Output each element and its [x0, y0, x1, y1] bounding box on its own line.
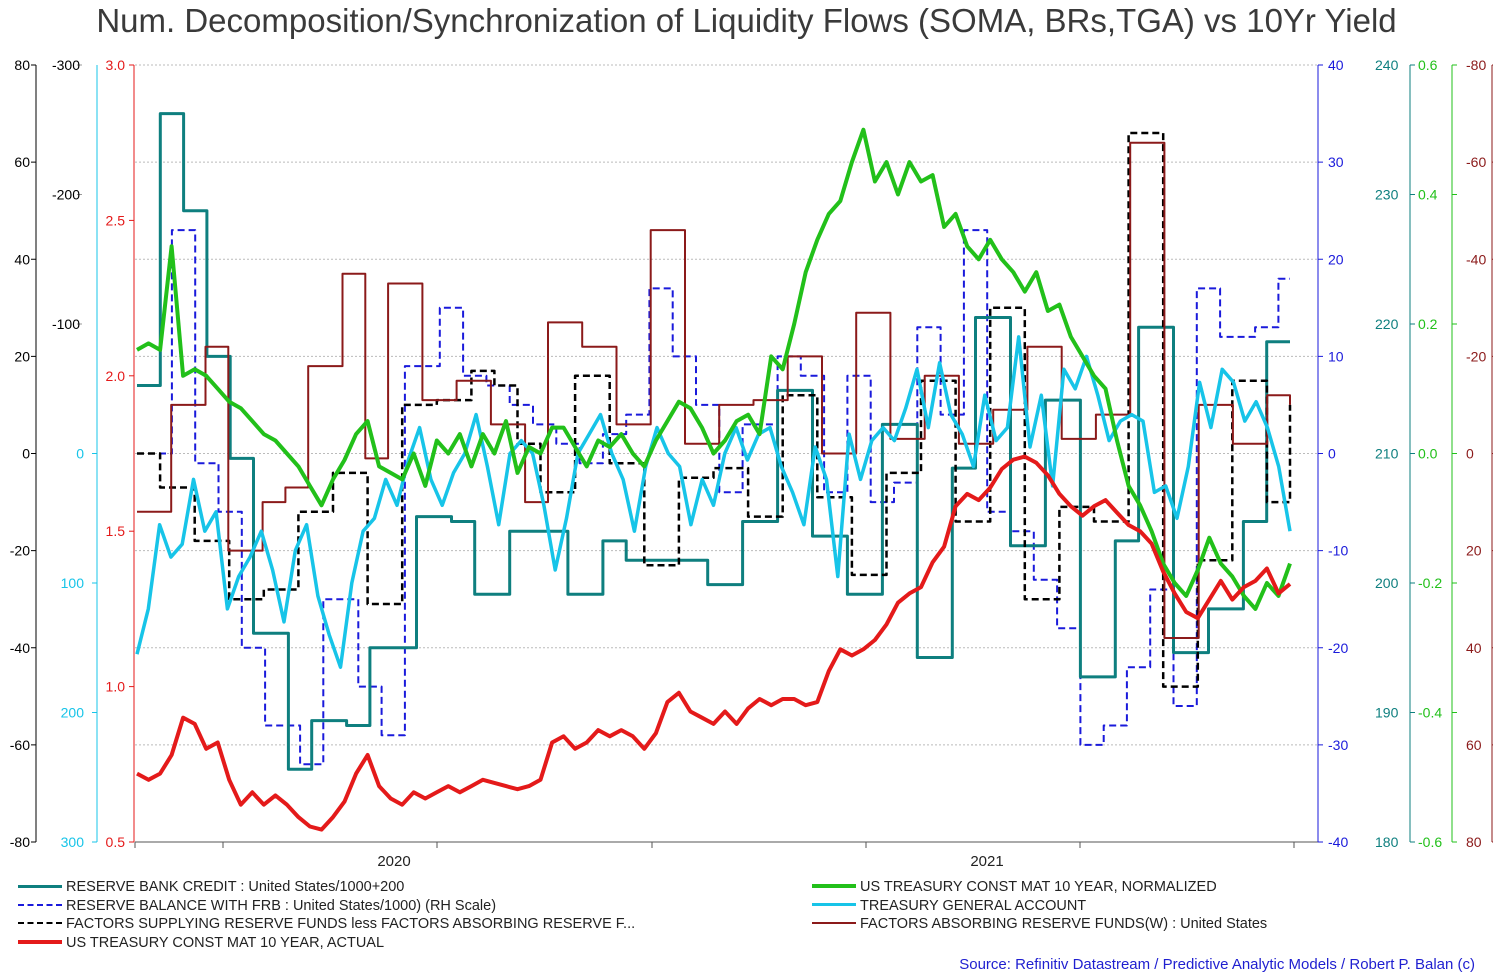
ax_gray-tick-label: -200 — [52, 187, 80, 203]
ax_maroon-tick-label: -40 — [1466, 251, 1486, 267]
legend-item: US TREASURY CONST MAT 10 YEAR, NORMALIZE… — [812, 878, 1217, 896]
ax_black-tick-label: -40 — [10, 640, 30, 656]
ax_blue-tick-label: -30 — [1328, 737, 1348, 753]
legend-swatch — [812, 884, 856, 889]
ax_gray-tick-label: -300 — [52, 57, 80, 73]
ax_blue-tick-label: 0 — [1328, 446, 1336, 462]
legend-label: US TREASURY CONST MAT 10 YEAR, NORMALIZE… — [860, 879, 1217, 895]
ax_teal-tick-label: 220 — [1375, 316, 1399, 332]
ax_red-tick-label: 3.0 — [106, 57, 126, 73]
x-tick-label: 2020 — [377, 853, 410, 870]
ax_teal-tick-label: 240 — [1375, 57, 1399, 73]
ax_green-tick-label: -0.4 — [1418, 705, 1442, 721]
ax_cyan-tick-label: 200 — [61, 705, 85, 721]
legend-label: RESERVE BANK CREDIT : United States/1000… — [66, 879, 405, 895]
ax_red-tick-label: 0.5 — [106, 834, 126, 850]
legend-item: RESERVE BANK CREDIT : United States/1000… — [18, 878, 404, 896]
ax_blue-tick-label: 30 — [1328, 154, 1344, 170]
legend-swatch — [18, 884, 62, 888]
legend-label: FACTORS ABSORBING RESERVE FUNDS(W) : Uni… — [860, 916, 1268, 932]
legend-swatch — [18, 903, 62, 906]
ax_green-tick-label: 0.2 — [1418, 316, 1438, 332]
ax_green-tick-label: 0.6 — [1418, 57, 1438, 73]
series-line-6 — [137, 141, 1291, 639]
ax_maroon-tick-label: 20 — [1466, 543, 1482, 559]
chart-title: Num. Decomposition/Synchronization of Li… — [96, 2, 1397, 39]
ax_gray-tick-label: -100 — [52, 316, 80, 332]
ax_green-tick-label: -0.2 — [1418, 575, 1442, 591]
ax_maroon-tick-label: -20 — [1466, 348, 1486, 364]
ax_black-tick-label: -60 — [10, 737, 30, 753]
ax_blue-tick-label: 20 — [1328, 251, 1344, 267]
ax_maroon-tick-label: 80 — [1466, 834, 1482, 850]
series-line-4 — [136, 127, 1292, 611]
legend-item: FACTORS SUPPLYING RESERVE FUNDS less FAC… — [18, 915, 635, 933]
ax_black-tick-label: 40 — [14, 251, 30, 267]
ax_cyan-tick-label: 300 — [61, 834, 85, 850]
ax_teal-tick-label: 190 — [1375, 705, 1399, 721]
ax_black-tick-label: 0 — [22, 446, 30, 462]
ax_blue-tick-label: -20 — [1328, 640, 1348, 656]
ax_teal-tick-label: 230 — [1375, 187, 1399, 203]
legend-item: US TREASURY CONST MAT 10 YEAR, ACTUAL — [18, 934, 384, 952]
ax_blue-tick-label: -40 — [1328, 834, 1348, 850]
ax_cyan-tick-label: 100 — [61, 575, 85, 591]
legend-swatch — [18, 939, 62, 944]
ax_green-tick-label: -0.6 — [1418, 834, 1442, 850]
legend-label: TREASURY GENERAL ACCOUNT — [860, 897, 1087, 914]
ax_maroon-tick-label: -60 — [1466, 154, 1486, 170]
ax_teal-tick-label: 180 — [1375, 834, 1399, 850]
ax_red-tick-label: 1.0 — [106, 679, 126, 695]
legend-label: US TREASURY CONST MAT 10 YEAR, ACTUAL — [66, 934, 385, 951]
source-note: Source: Refinitiv Datastream / Predictiv… — [959, 956, 1475, 973]
ax_red-tick-label: 2.0 — [106, 368, 126, 384]
legend-label: RESERVE BALANCE WITH FRB : United States… — [66, 897, 497, 914]
ax_maroon-tick-label: -80 — [1466, 57, 1486, 73]
ax_blue-tick-label: 10 — [1328, 348, 1344, 364]
legend-swatch — [18, 922, 62, 925]
ax_maroon-tick-label: 0 — [1466, 446, 1474, 462]
ax_black-tick-label: -80 — [10, 834, 30, 850]
series-line-3 — [136, 454, 1292, 832]
ax_maroon-tick-label: 60 — [1466, 737, 1482, 753]
x-tick-label: 2021 — [970, 853, 1003, 870]
legend-label: FACTORS SUPPLYING RESERVE FUNDS less FAC… — [66, 916, 636, 932]
ax_teal-tick-label: 210 — [1375, 446, 1399, 462]
ax_green-tick-label: 0.4 — [1418, 187, 1438, 203]
legend-swatch — [812, 903, 856, 907]
legend-swatch — [812, 922, 856, 925]
ax_black-tick-label: 60 — [14, 154, 30, 170]
ax_red-tick-label: 1.5 — [106, 523, 126, 539]
ax_teal-tick-label: 200 — [1375, 575, 1399, 591]
ax_blue-tick-label: 40 — [1328, 57, 1344, 73]
ax_black-tick-label: -20 — [10, 543, 30, 559]
legend-item: TREASURY GENERAL ACCOUNT — [812, 897, 1086, 915]
ax_black-tick-label: 20 — [14, 348, 30, 364]
legend-item: FACTORS ABSORBING RESERVE FUNDS(W) : Uni… — [812, 915, 1267, 933]
ax_cyan-tick-label: 0 — [76, 446, 84, 462]
series-layer — [135, 112, 1292, 832]
legend-item: RESERVE BALANCE WITH FRB : United States… — [18, 897, 496, 915]
ax_maroon-tick-label: 40 — [1466, 640, 1482, 656]
ax_blue-tick-label: -10 — [1328, 543, 1348, 559]
ax_green-tick-label: 0.0 — [1418, 446, 1438, 462]
series-line-0 — [137, 112, 1290, 771]
series-line-5 — [135, 335, 1292, 669]
ax_red-tick-label: 2.5 — [106, 212, 126, 228]
ax_black-tick-label: 80 — [14, 57, 30, 73]
series-line-2 — [137, 131, 1292, 688]
